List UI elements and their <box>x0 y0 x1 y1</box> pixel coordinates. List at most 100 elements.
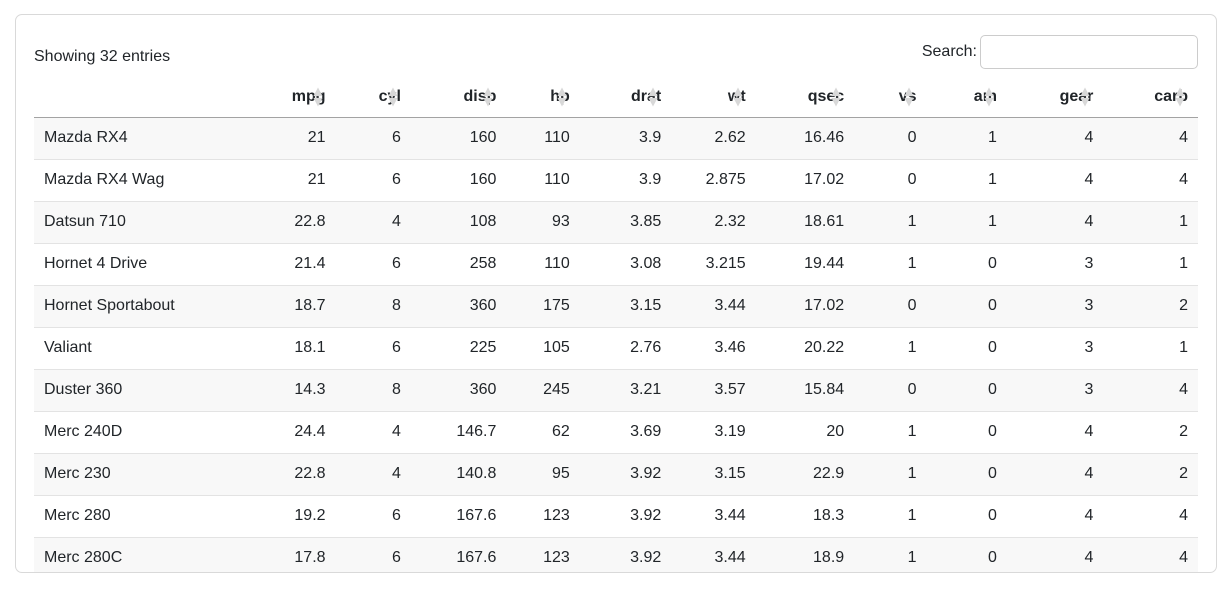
data-cell: 4 <box>1006 117 1104 159</box>
data-cell: 1 <box>854 410 927 453</box>
row-name-cell: Datsun 710 <box>34 200 261 243</box>
row-name-cell: Valiant <box>34 326 261 369</box>
data-cell: 4 <box>1103 368 1198 411</box>
data-cell: 22.9 <box>755 452 855 495</box>
data-cell: 18.1 <box>260 326 336 369</box>
table-row: Merc 240D 24.4 4 146.7 62 3.69 3.19 20 1 0 4 2 <box>34 410 1198 453</box>
column-header-drat[interactable]: drat <box>579 77 672 118</box>
row-name-cell: Mazda RX4 <box>34 117 261 159</box>
data-cell: 3.9 <box>579 158 672 201</box>
data-cell: 0 <box>926 494 1007 537</box>
data-cell: 22.8 <box>260 452 336 495</box>
data-cell: 18.3 <box>755 494 855 537</box>
data-cell: 1 <box>926 117 1007 159</box>
data-cell: 360 <box>410 284 507 327</box>
column-header-gear[interactable]: gear <box>1006 77 1104 118</box>
data-cell: 3.44 <box>671 494 756 537</box>
column-header-qsec[interactable]: qsec <box>755 77 855 118</box>
data-cell: 4 <box>1006 410 1104 453</box>
data-cell: 2.32 <box>671 200 756 243</box>
data-cell: 175 <box>506 284 580 327</box>
data-cell: 62 <box>506 410 580 453</box>
data-cell: 225 <box>410 326 507 369</box>
data-cell: 3.92 <box>579 452 672 495</box>
data-cell: 0 <box>926 410 1007 453</box>
data-cell: 110 <box>506 242 580 285</box>
data-cell: 4 <box>1006 158 1104 201</box>
column-header-carb[interactable]: carb <box>1103 77 1198 118</box>
data-cell: 1 <box>854 242 927 285</box>
data-cell: 123 <box>506 536 580 572</box>
search-input[interactable] <box>980 35 1198 69</box>
data-cell: 0 <box>926 326 1007 369</box>
data-cell: 2 <box>1103 452 1198 495</box>
sort-up-down-icon <box>984 87 994 107</box>
table-row: Merc 280 19.2 6 167.6 123 3.92 3.44 18.3 1 0 4 4 <box>34 494 1198 537</box>
column-label: hp <box>550 87 570 105</box>
data-cell: 8 <box>335 284 411 327</box>
data-cell: 123 <box>506 494 580 537</box>
sort-up-down-icon <box>483 87 493 107</box>
data-cell: 258 <box>410 242 507 285</box>
data-cell: 1 <box>854 200 927 243</box>
data-cell: 1 <box>1103 326 1198 369</box>
search-container: Search: <box>922 35 1198 69</box>
data-cell: 0 <box>926 284 1007 327</box>
column-label: wt <box>727 87 746 105</box>
sort-up-down-icon <box>557 87 567 107</box>
data-cell: 21 <box>260 117 336 159</box>
header-row: mpg cyl disp hp drat wt qsec vs am gear carb <box>34 77 1198 118</box>
data-cell: 2 <box>1103 410 1198 453</box>
data-cell: 140.8 <box>410 452 507 495</box>
data-cell: 17.02 <box>755 284 855 327</box>
data-cell: 6 <box>335 242 411 285</box>
data-cell: 3.15 <box>671 452 756 495</box>
data-cell: 167.6 <box>410 536 507 572</box>
data-cell: 0 <box>854 158 927 201</box>
data-cell: 1 <box>1103 200 1198 243</box>
column-header-mpg[interactable]: mpg <box>260 77 336 118</box>
data-cell: 360 <box>410 368 507 411</box>
data-cell: 4 <box>1006 452 1104 495</box>
column-header-cyl[interactable]: cyl <box>335 77 411 118</box>
table-row: Merc 280C 17.8 6 167.6 123 3.92 3.44 18.9 1 0 4 4 <box>34 536 1198 572</box>
column-header-disp[interactable]: disp <box>410 77 507 118</box>
table-top-bar: Showing 32 entries Search: <box>34 29 1198 75</box>
data-cell: 1 <box>854 494 927 537</box>
data-cell: 17.02 <box>755 158 855 201</box>
column-header-wt[interactable]: wt <box>671 77 756 118</box>
datatable-card: Showing 32 entries Search: mpg cyl disp hp d… <box>15 14 1217 573</box>
data-cell: 0 <box>926 536 1007 572</box>
table-row: Mazda RX4 21 6 160 110 3.9 2.62 16.46 0 1 4 4 <box>34 117 1198 159</box>
data-cell: 1 <box>854 536 927 572</box>
sort-up-down-icon <box>648 87 658 107</box>
data-cell: 110 <box>506 117 580 159</box>
table-row: Valiant 18.1 6 225 105 2.76 3.46 20.22 1 0 3 1 <box>34 326 1198 369</box>
data-cell: 4 <box>335 410 411 453</box>
row-name-cell: Merc 280C <box>34 536 261 572</box>
data-cell: 4 <box>1006 200 1104 243</box>
sort-up-down-icon <box>831 87 841 107</box>
data-cell: 16.46 <box>755 117 855 159</box>
data-cell: 3.44 <box>671 536 756 572</box>
data-cell: 160 <box>410 158 507 201</box>
data-cell: 3 <box>1006 284 1104 327</box>
data-cell: 3.92 <box>579 494 672 537</box>
data-cell: 1 <box>854 326 927 369</box>
data-cell: 14.3 <box>260 368 336 411</box>
data-cell: 21 <box>260 158 336 201</box>
data-cell: 4 <box>335 200 411 243</box>
data-cell: 105 <box>506 326 580 369</box>
column-header-hp[interactable]: hp <box>506 77 580 118</box>
column-header-am[interactable]: am <box>926 77 1007 118</box>
row-name-cell: Hornet 4 Drive <box>34 242 261 285</box>
data-cell: 3 <box>1006 242 1104 285</box>
table-row: Datsun 710 22.8 4 108 93 3.85 2.32 18.61 1 1 4 1 <box>34 200 1198 243</box>
data-cell: 1 <box>926 158 1007 201</box>
data-cell: 108 <box>410 200 507 243</box>
table-body: Mazda RX4 21 6 160 110 3.9 2.62 16.46 0 1 4 4 Mazda … <box>34 117 1198 572</box>
column-header-vs[interactable]: vs <box>854 77 927 118</box>
table-row: Hornet 4 Drive 21.4 6 258 110 3.08 3.215 19.44 1… <box>34 242 1198 285</box>
table-row: Merc 230 22.8 4 140.8 95 3.92 3.15 22.9 1 0 4 2 <box>34 452 1198 495</box>
data-cell: 95 <box>506 452 580 495</box>
